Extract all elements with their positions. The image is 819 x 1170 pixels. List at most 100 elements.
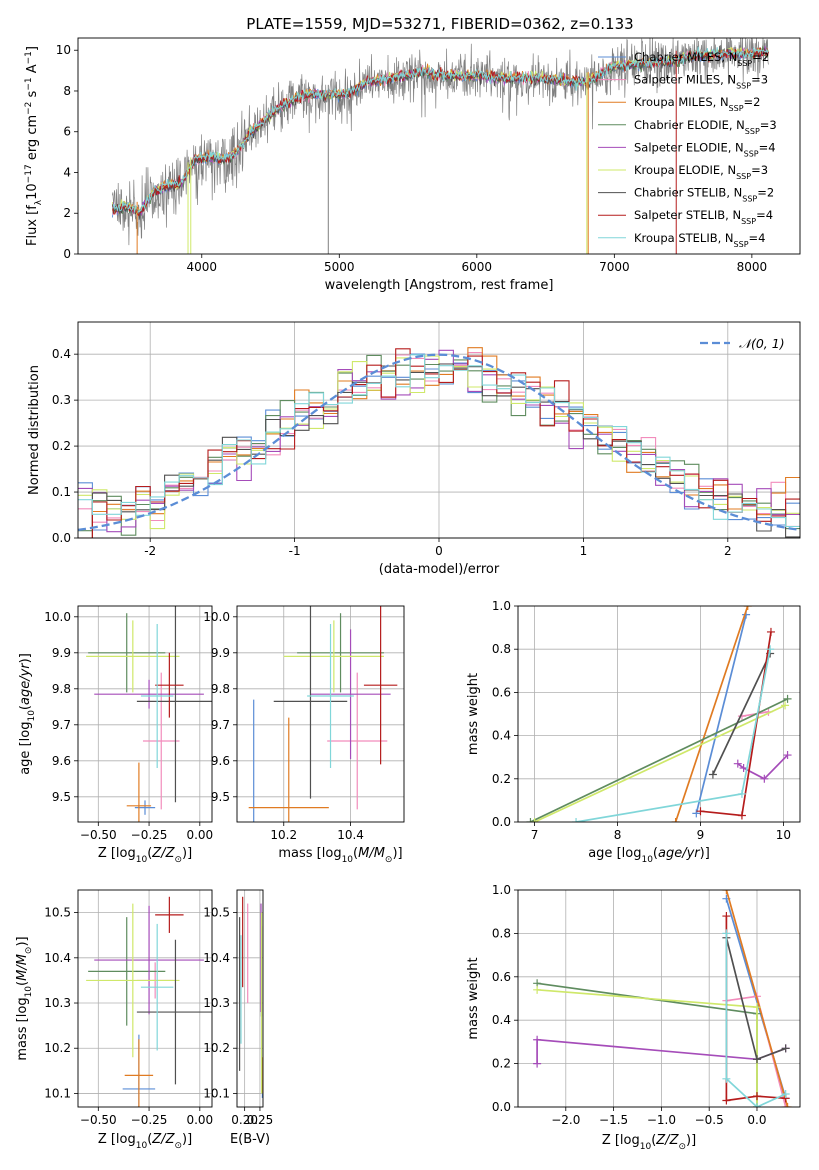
x-tick-label-0: −2.0 [551,1113,580,1127]
y-tick-label-0: 0 [63,247,71,261]
plot-area [86,606,212,822]
y-tick-label-1: 2 [63,206,71,220]
weight-marker-salpeter-stelib [722,912,731,921]
label-part: Z [log [98,1132,136,1147]
y-tick-label-4: 0.8 [492,642,511,656]
legend-name: Chabrier ELODIE, N [634,118,745,132]
legend-label-salpeter-elodie: Salpeter ELODIE, NSSP=4 [634,140,776,158]
label-part: )] [182,846,192,861]
weight-vs-metallicity-panel: −2.0 −1.5 −1.0 −0.5 0.0 0.0 0.2 0.4 0.6 0.8 1.0 Z [… [466,883,801,1152]
age-vs-metallicity-panel: −0.50 −0.25 0.009.59.69.79.89.910.0Z [log1… [18,605,213,865]
x-tick-label-1: −0.25 [131,1113,168,1127]
x-tick-label-4: 0.0 [747,1113,766,1127]
x-tick-label-1: 5000 [324,260,355,274]
weight-marker-chabrier-stelib [781,1044,790,1053]
plot-area [78,347,800,538]
weight-marker-kroupa-miles [722,890,731,894]
weight-line-salpeter-elodie [737,754,789,780]
label-part: Z/Z [655,1133,679,1148]
label-part: −1 [24,51,34,64]
x-tick-label-0: −0.50 [80,828,117,842]
axes-frame [236,889,264,1108]
weight-marker-kroupa-miles [743,606,752,610]
label-part: ⊙ [174,1141,182,1151]
axes-frame [77,321,801,539]
label-part: )] [15,936,30,946]
x-tick-label-4: 2 [724,544,732,558]
mass-vs-Z-y-label: mass [log10(M/M⊙)] [15,936,34,1060]
x-tick-label-0: -2 [144,544,156,558]
legend-label-salpeter-miles: Salpeter MILES, NSSP=3 [634,73,768,91]
label-part: 10 [27,710,37,722]
legend-label-salpeter-stelib: Salpeter STELIB, NSSP=4 [634,208,773,226]
x-tick-label-4: 8000 [737,260,768,274]
label-part: ( [353,846,358,861]
label-part: s [25,90,40,101]
label-part: age [log [588,846,641,861]
weight-marker-kroupa-stelib [737,789,746,798]
label-part: −2 [24,102,34,115]
label-part: ⊙ [24,947,34,955]
y-tick-label-1: 10.2 [203,1041,230,1055]
legend-label-kroupa-stelib: Kroupa STELIB, NSSP=4 [634,231,765,249]
age-vs-Z-x-label: Z [log10(Z/Z⊙)] [98,846,192,865]
legend-label-chabrier-miles: Chabrier MILES, NSSP=2 [634,50,769,68]
label-part: Z [log [602,1133,640,1148]
weight-marker-kroupa-stelib [572,818,581,822]
y-tick-label-1: 10.2 [44,1041,71,1055]
label-part: Z [log [98,846,136,861]
legend-name: Chabrier STELIB, N [634,186,742,200]
mass-vs-extinction-panel: 0.200.25 10.1 10.2 10.3 10.4 10.5 E(B-V) [203,889,273,1147]
label-part: age [log [18,722,33,775]
y-tick-label-1: 9.6 [52,754,71,768]
legend-value: =2 [752,50,769,64]
legend-label-gaussian: 𝒩(0, 1) [739,336,785,351]
weight-marker-kroupa-elodie [530,818,539,822]
x-tick-label-1: 10.4 [337,828,364,842]
label-part: 10 [640,1142,652,1152]
label-part: age/yr [18,662,33,705]
mass-vs-Z-x-label: Z [log10(Z/Z⊙)] [98,1132,192,1151]
y-tick-label-0: 0.0 [492,815,511,829]
legend-name: Kroupa MILES, N [634,95,729,109]
weight-marker-salpeter-miles [781,1103,790,1107]
label-part: )] [18,653,33,663]
y-tick-label-4: 0.4 [52,347,71,361]
y-tick-label-2: 9.7 [52,718,71,732]
x-tick-label-1: 8 [614,828,622,842]
weight-line-chabrier-elodie [536,982,758,1107]
plot-area [86,896,212,1107]
weight-marker-salpeter-stelib [752,1092,761,1101]
gaussian-curve [78,353,800,532]
weight-marker-kroupa-stelib [722,1074,731,1083]
weight-marker-salpeter-stelib [737,811,746,820]
label-part: M/M [15,954,30,981]
y-tick-label-4: 10.5 [44,906,71,920]
weight-marker-chabrier-elodie [783,694,792,703]
legend-value: =4 [756,208,773,222]
legend-name: Salpeter ELODIE, N [634,140,744,154]
legend-value: =4 [759,140,776,154]
weight-marker-salpeter-stelib [766,627,775,636]
y-tick-label-0: 0.0 [52,531,71,545]
weight-line-chabrier-miles [695,614,747,814]
legend-sub: SSP [736,81,751,90]
weight-vs-Z-y-label: mass weight [466,957,481,1039]
weight-vs-age-x-label: age [log10(age/yr)] [588,846,710,865]
weight-line-chabrier-elodie [530,698,788,822]
legend-value: =2 [744,95,761,109]
weight-line-kroupa-elodie [534,704,786,822]
legend-value: =2 [757,186,774,200]
label-part: A [25,64,40,77]
label-part: ⊙ [678,1142,686,1152]
y-tick-label-4: 0.8 [492,926,511,940]
weight-line-kroupa-elodie [537,988,758,1107]
label-part: ⊙ [174,855,182,865]
y-tick-label-3: 9.8 [52,682,71,696]
label-part: 10 [136,1141,148,1151]
label-part: )] [700,846,710,861]
y-tick-label-3: 6 [63,125,71,139]
x-tick-label-2: 0.00 [186,1113,213,1127]
x-tick-label-0: −0.50 [80,1113,117,1127]
legend-name: Kroupa STELIB, N [634,231,734,245]
